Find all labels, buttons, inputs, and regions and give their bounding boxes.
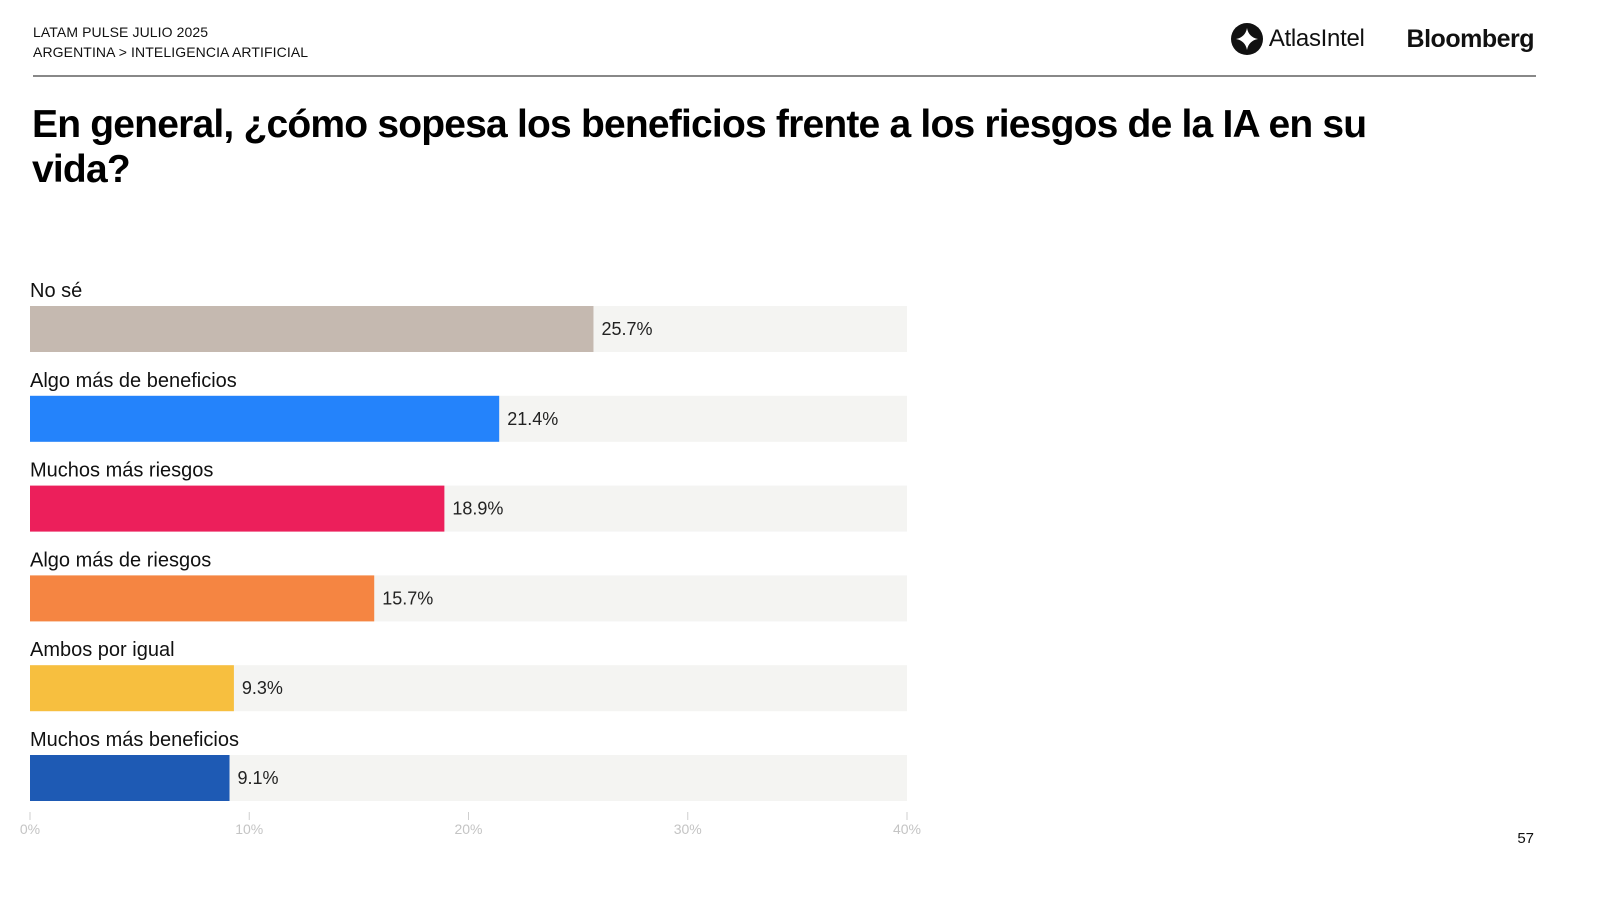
category-label: No sé xyxy=(30,280,82,302)
category-label: Algo más de riesgos xyxy=(30,549,211,571)
value-label: 25.7% xyxy=(601,319,652,339)
page-number: 57 xyxy=(1517,830,1534,847)
x-axis-tick-label: 10% xyxy=(235,821,263,837)
chart-title: En general, ¿cómo sopesa los beneficios … xyxy=(32,103,1367,191)
bloomberg-logo: Bloomberg xyxy=(1406,24,1535,53)
category-label: Ambos por igual xyxy=(30,639,175,661)
category-label: Muchos más beneficios xyxy=(30,729,239,751)
bar xyxy=(30,665,234,712)
bar xyxy=(30,395,500,442)
x-axis-tick-label: 40% xyxy=(893,821,921,837)
value-label: 9.1% xyxy=(238,768,279,788)
survey-name: LATAM PULSE JULIO 2025 xyxy=(33,24,209,40)
value-label: 9.3% xyxy=(242,678,283,698)
x-axis-tick-label: 0% xyxy=(20,821,40,837)
bar xyxy=(30,755,230,801)
header-divider xyxy=(33,75,1536,77)
x-axis-tick-label: 20% xyxy=(454,821,482,837)
bar xyxy=(30,306,594,352)
atlasintel-logo: AtlasIntel xyxy=(1230,23,1365,55)
logos: AtlasIntel Bloomberg xyxy=(1230,22,1535,56)
category-label: Algo más de beneficios xyxy=(30,370,237,392)
atlasintel-mark-icon xyxy=(1230,23,1263,55)
value-label: 15.7% xyxy=(382,588,433,608)
value-label: 21.4% xyxy=(507,409,558,429)
atlasintel-wordmark: AtlasIntel xyxy=(1268,25,1365,52)
bar xyxy=(30,485,445,532)
x-axis-tick-label: 30% xyxy=(674,821,702,837)
category-label: Muchos más riesgos xyxy=(30,460,213,482)
breadcrumb: ARGENTINA > INTELIGENCIA ARTIFICIAL xyxy=(33,44,309,60)
bar xyxy=(30,575,375,622)
header-breadcrumb-block: LATAM PULSE JULIO 2025 ARGENTINA > INTEL… xyxy=(33,22,308,62)
value-label: 18.9% xyxy=(452,499,503,519)
